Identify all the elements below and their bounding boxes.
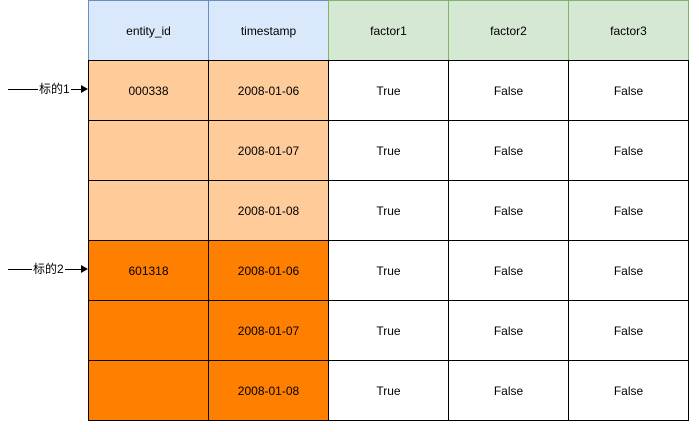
cell-timestamp: 2008-01-08 — [208, 180, 329, 241]
cell-factor1: True — [328, 300, 449, 361]
cell-factor1: True — [328, 240, 449, 301]
cell-factor1: True — [328, 180, 449, 241]
arrow-head-icon — [81, 265, 88, 273]
cell-timestamp: 2008-01-08 — [208, 360, 329, 421]
cell-factor2: False — [448, 120, 569, 181]
arrow-annotation-1: 标的1 — [0, 80, 88, 100]
cell-factor1: True — [328, 120, 449, 181]
cell-factor2: False — [448, 240, 569, 301]
cell-entity-id: 000338 — [88, 60, 209, 121]
cell-factor3: False — [568, 300, 689, 361]
cell-factor3: False — [568, 60, 689, 121]
cell-factor3: False — [568, 360, 689, 421]
header-cell-factor1: factor1 — [328, 0, 449, 61]
cell-timestamp: 2008-01-07 — [208, 120, 329, 181]
factor-table: entity_id timestamp factor1 factor2 factor3 0… — [88, 0, 689, 421]
arrow-head-icon — [81, 85, 88, 93]
cell-factor1: True — [328, 360, 449, 421]
arrow-annotation-2: 标的2 — [0, 260, 88, 280]
header-cell-factor3: factor3 — [568, 0, 689, 61]
cell-entity-id — [88, 300, 209, 361]
cell-factor2: False — [448, 180, 569, 241]
cell-entity-id — [88, 180, 209, 241]
arrow-label: 标的2 — [32, 261, 65, 277]
cell-factor2: False — [448, 60, 569, 121]
header-cell-entity-id: entity_id — [88, 0, 209, 61]
header-cell-factor2: factor2 — [448, 0, 569, 61]
cell-factor1: True — [328, 60, 449, 121]
cell-factor2: False — [448, 300, 569, 361]
cell-factor3: False — [568, 240, 689, 301]
cell-entity-id — [88, 120, 209, 181]
cell-factor2: False — [448, 360, 569, 421]
cell-timestamp: 2008-01-07 — [208, 300, 329, 361]
cell-timestamp: 2008-01-06 — [208, 240, 329, 301]
header-cell-timestamp: timestamp — [208, 0, 329, 61]
arrow-label: 标的1 — [38, 81, 71, 97]
cell-entity-id — [88, 360, 209, 421]
cell-factor3: False — [568, 120, 689, 181]
cell-factor3: False — [568, 180, 689, 241]
cell-entity-id: 601318 — [88, 240, 209, 301]
cell-timestamp: 2008-01-06 — [208, 60, 329, 121]
